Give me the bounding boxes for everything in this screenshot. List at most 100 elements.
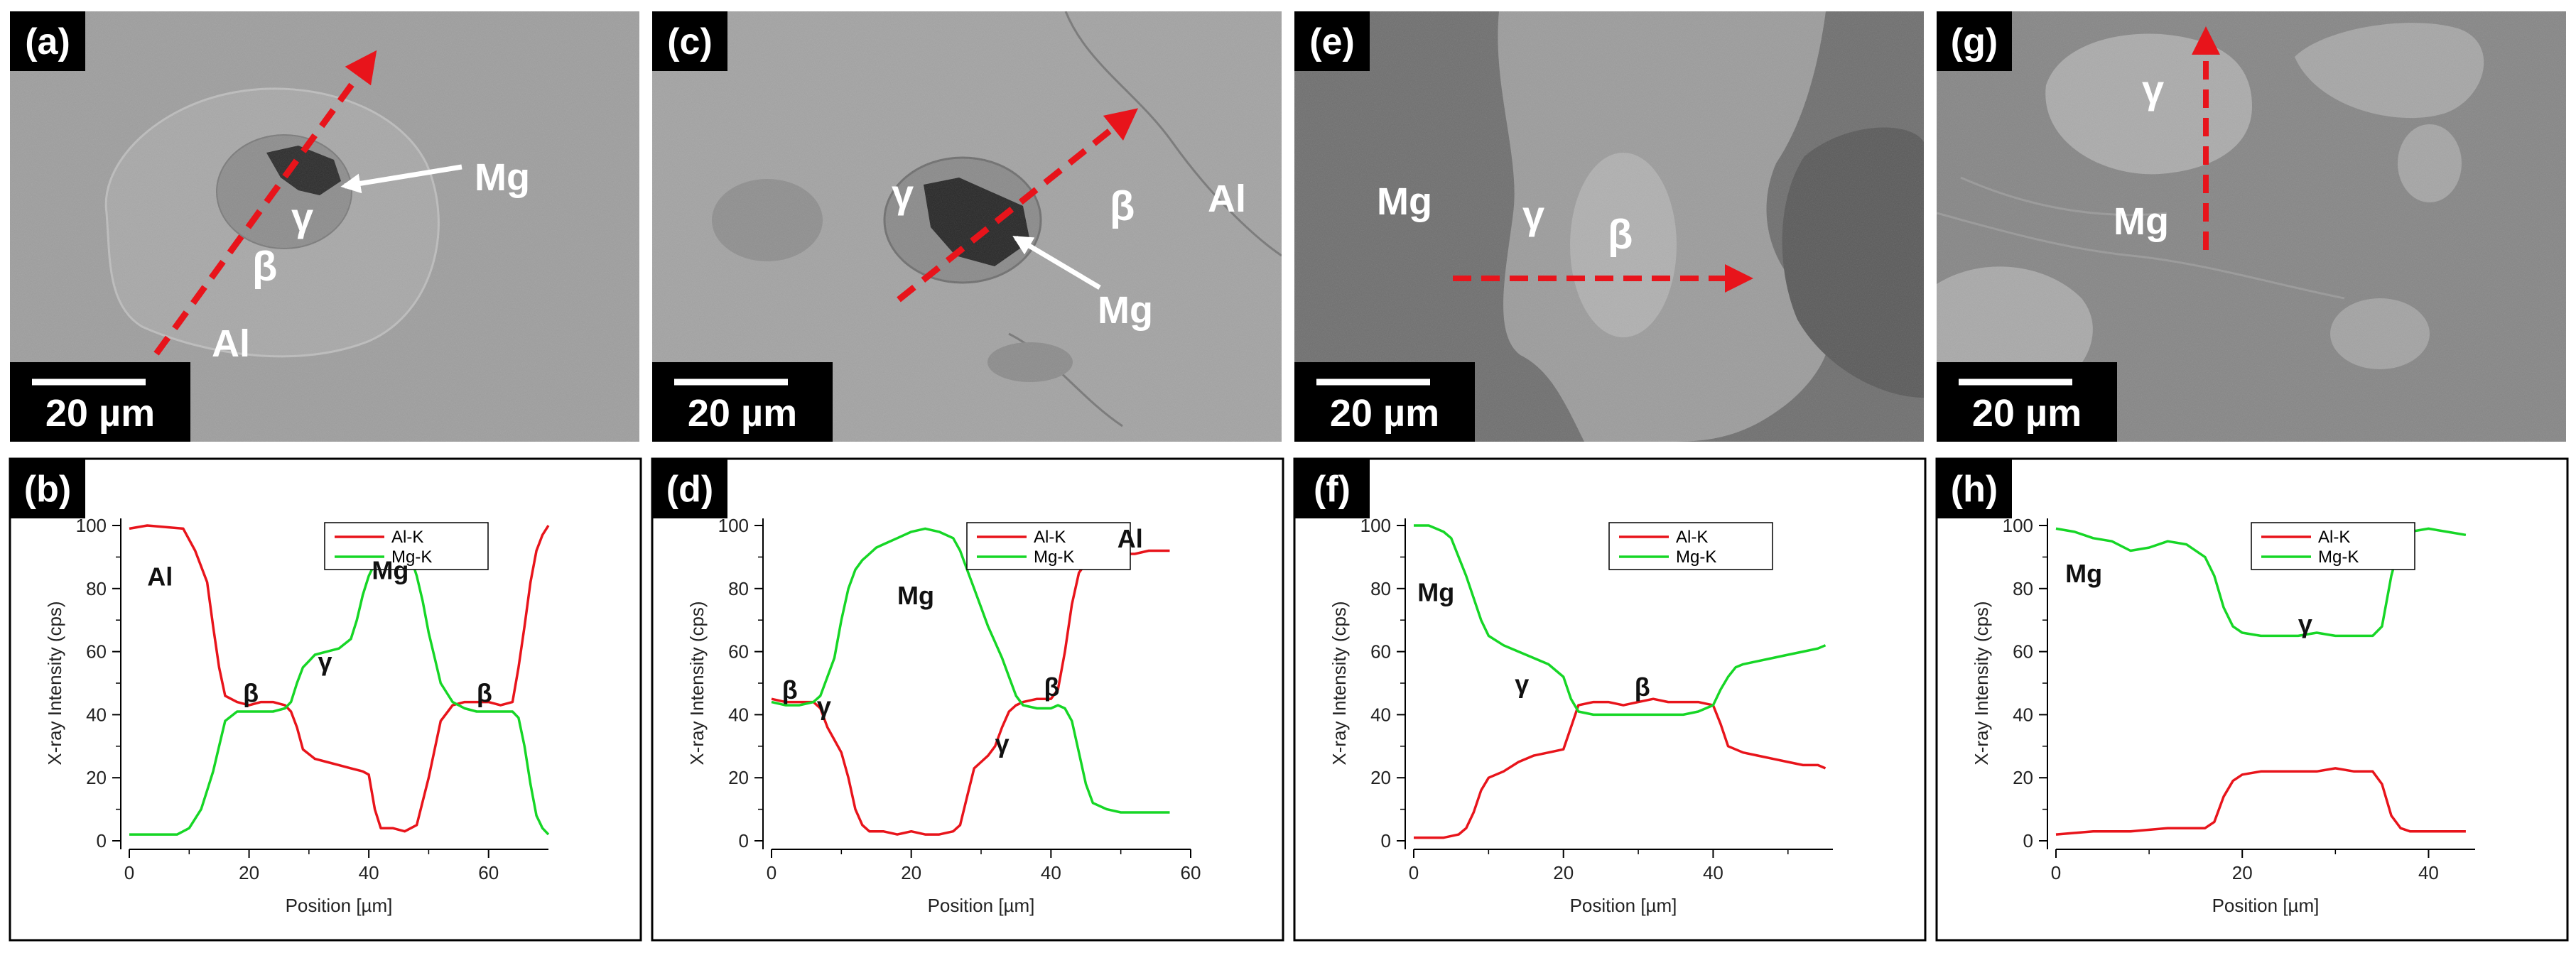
- phase-annotation: γ: [995, 729, 1010, 758]
- x-axis-label: Position [µm]: [286, 895, 393, 916]
- tag-bg: [652, 11, 727, 71]
- x-tick-label: 40: [1041, 862, 1061, 883]
- y-tick-label: 80: [86, 578, 107, 599]
- profile-tag: (b): [24, 469, 71, 510]
- y-tick-label: 40: [2013, 704, 2033, 725]
- axes: 0 20 40 60 80 100 0 20 40 60 Position [µm] X-ray In…: [686, 515, 1201, 916]
- y-tick-label: 40: [1370, 704, 1391, 725]
- scalebar-bg: [1937, 362, 2117, 442]
- y-tick-label: 60: [728, 641, 749, 663]
- tag-bg: [1294, 11, 1370, 71]
- axes: 0 20 40 60 80 100 0 20 40 Position [µm] X-ray Inte…: [1971, 515, 2475, 916]
- y-axis-label: X-ray Intensity (cps): [686, 601, 708, 765]
- legend-label: Al-K: [1676, 528, 1708, 547]
- scalebar-bg: [1294, 362, 1475, 442]
- scalebar-label: 20 µm: [45, 392, 155, 435]
- phase-annotation: Mg: [897, 581, 934, 610]
- phase-annotation: Mg: [1417, 578, 1454, 607]
- series-line-mg-k: [771, 527, 1170, 814]
- tag-bg: [1937, 459, 2012, 518]
- phase-annotation: γ: [817, 691, 831, 720]
- micrograph-tag: (c): [667, 21, 713, 62]
- tag-bg: [652, 459, 727, 518]
- phase-label-beta: β: [1110, 183, 1135, 229]
- phase-annotation: γ: [318, 647, 332, 676]
- x-tick-label: 0: [2051, 862, 2061, 883]
- legend-box: [2251, 522, 2415, 570]
- micrograph-tag: (a): [25, 21, 70, 62]
- y-tick-label: 60: [86, 641, 107, 663]
- y-tick-label: 80: [2013, 578, 2033, 599]
- phase-label-beta: β: [1608, 212, 1633, 258]
- y-tick-label: 0: [1381, 830, 1391, 851]
- phase-annotation: β: [1044, 672, 1060, 702]
- tag-bg: [1294, 459, 1370, 518]
- phase-label-mg: Mg: [1098, 289, 1153, 332]
- y-tick-label: 0: [2023, 830, 2033, 851]
- phase-annotation: β: [1635, 672, 1650, 702]
- series-line-mg-k: [1414, 524, 1827, 717]
- phase-annotation: Mg: [2065, 559, 2102, 588]
- phase-label-gamma: γ: [1522, 192, 1544, 237]
- scalebar-label: 20 µm: [688, 392, 797, 435]
- y-tick-label: 20: [728, 767, 749, 788]
- phase-annotation: γ: [2298, 609, 2312, 638]
- x-tick-label: 40: [359, 862, 379, 883]
- series-line-al-k: [1414, 697, 1827, 839]
- x-tick-label: 0: [767, 862, 776, 883]
- phase-label-al: Al: [1208, 178, 1246, 220]
- phase-label-mg: Mg: [2114, 200, 2169, 243]
- phase-label-beta: β: [252, 244, 277, 290]
- y-tick-label: 80: [1370, 578, 1391, 599]
- legend: Al-KMg-K: [324, 522, 489, 570]
- legend-label: Mg-K: [391, 548, 432, 567]
- tag-bg: [1937, 11, 2012, 71]
- legend-label: Mg-K: [1034, 548, 1074, 567]
- micrograph-tag: (g): [1951, 21, 1998, 62]
- legend-label: Mg-K: [1676, 548, 1716, 567]
- pointer-arrow: [1012, 235, 1101, 290]
- phase-annotation: Al: [147, 562, 173, 591]
- profile-chart-b: 0 20 40 60 80 100 0 20 40 60 Position [µm] X-ray In…: [44, 515, 550, 916]
- line-scan-arrow: [897, 108, 1139, 303]
- x-axis-label: Position [µm]: [2212, 895, 2320, 916]
- profile-tag: (h): [1951, 469, 1998, 510]
- micrograph-g: [1937, 11, 2566, 442]
- scalebar-bg: [652, 362, 833, 442]
- y-tick-label: 100: [718, 515, 749, 536]
- scalebar-label: 20 µm: [1330, 392, 1439, 435]
- series-line-mg-k: [129, 540, 550, 836]
- phase-annotation: Al: [1117, 524, 1143, 553]
- tag-bg: [10, 11, 85, 71]
- legend-label: Al-K: [391, 528, 423, 547]
- phase-annotation: β: [477, 679, 492, 708]
- micrograph-tag: (e): [1309, 21, 1355, 62]
- phase-label-gamma: γ: [291, 195, 313, 239]
- phase-label-mg: Mg: [475, 156, 530, 199]
- y-tick-label: 60: [1370, 641, 1391, 663]
- x-tick-label: 40: [1703, 862, 1723, 883]
- legend: Al-KMg-K: [2251, 522, 2415, 570]
- x-tick-label: 0: [124, 862, 134, 883]
- x-tick-label: 0: [1409, 862, 1419, 883]
- tag-bg: [10, 459, 85, 518]
- legend-box: [1608, 522, 1773, 570]
- legend-box: [966, 522, 1131, 570]
- legend: Al-KMg-K: [1608, 522, 1773, 570]
- micrograph-e: [1294, 11, 1924, 442]
- phase-annotation: β: [243, 679, 259, 708]
- series-line-al-k: [2055, 767, 2466, 836]
- profile-tag: (d): [666, 469, 713, 510]
- y-tick-label: 100: [2003, 515, 2033, 536]
- profile-tag: (f): [1314, 469, 1351, 510]
- y-tick-label: 20: [2013, 767, 2033, 788]
- x-tick-label: 20: [901, 862, 921, 883]
- y-tick-label: 60: [2013, 641, 2033, 663]
- profile-chart-h: 0 20 40 60 80 100 0 20 40 Position [µm] X-ray Inte…: [1971, 515, 2475, 916]
- phase-annotation: γ: [1515, 669, 1529, 698]
- axes: 0 20 40 60 80 100 0 20 40 Position [µm] X-ray Inte…: [1328, 515, 1833, 916]
- x-tick-label: 20: [1553, 862, 1574, 883]
- x-tick-label: 60: [478, 862, 499, 883]
- y-tick-label: 40: [728, 704, 749, 725]
- legend-box: [324, 522, 489, 570]
